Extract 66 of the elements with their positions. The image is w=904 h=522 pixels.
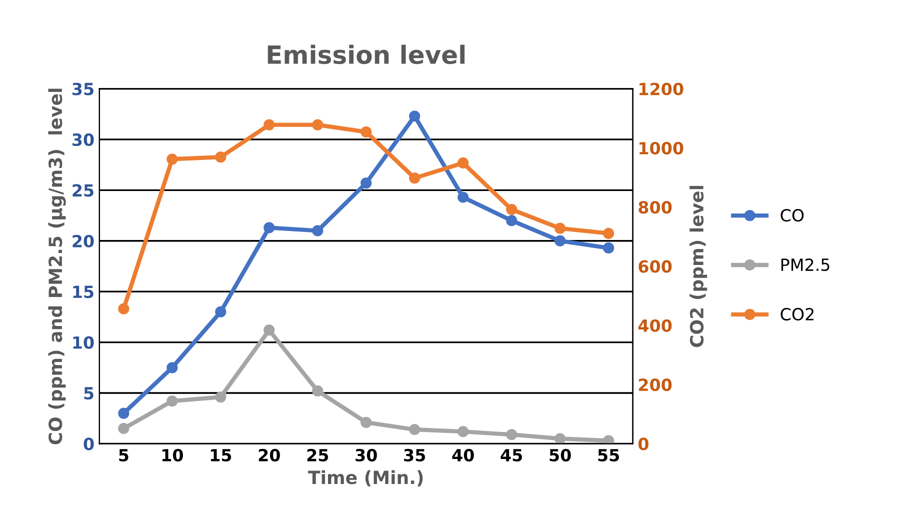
point bbox=[360, 126, 372, 138]
point bbox=[215, 306, 226, 318]
point bbox=[506, 429, 518, 440]
y-tick-label: 30 bbox=[72, 133, 94, 146]
point bbox=[166, 362, 178, 374]
y-tick-label: 10 bbox=[73, 336, 94, 349]
point bbox=[409, 110, 420, 122]
y-axis-title: CO (ppm) and PM2.5 (µg/m3) level bbox=[48, 88, 66, 444]
x-tick-label: 15 bbox=[210, 449, 232, 462]
point bbox=[409, 172, 420, 184]
x-tick-label: 10 bbox=[162, 448, 183, 462]
chart-title: Emission level bbox=[268, 44, 465, 64]
y-tick-label: 20 bbox=[72, 234, 94, 248]
point bbox=[506, 204, 518, 215]
point bbox=[360, 178, 372, 189]
point bbox=[264, 119, 275, 130]
x-tick-label: 5 bbox=[119, 449, 128, 462]
point bbox=[215, 152, 226, 163]
x-tick-label: 40 bbox=[452, 448, 474, 462]
point bbox=[603, 435, 614, 444]
x-tick-label: 55 bbox=[598, 449, 619, 462]
y2-tick-label: 400 bbox=[638, 319, 672, 332]
legend-label: CO2 bbox=[780, 308, 814, 321]
point bbox=[264, 324, 275, 336]
point bbox=[554, 222, 566, 234]
point bbox=[215, 391, 226, 403]
point bbox=[506, 215, 518, 226]
x-tick-label: 25 bbox=[307, 448, 328, 462]
legend-label: PM2.5 bbox=[781, 258, 830, 272]
point bbox=[264, 222, 275, 234]
point bbox=[360, 416, 372, 428]
point bbox=[554, 433, 566, 444]
y2-tick-label: 600 bbox=[638, 260, 672, 273]
y-tick-label: 5 bbox=[84, 387, 94, 400]
point bbox=[554, 235, 566, 246]
point bbox=[118, 408, 130, 419]
point bbox=[118, 303, 130, 314]
legend-label: CO bbox=[780, 208, 804, 222]
y-tick-label: 25 bbox=[72, 184, 94, 197]
point bbox=[458, 157, 469, 169]
y2-tick-label: 800 bbox=[638, 201, 672, 214]
y2-tick-label: 1000 bbox=[640, 142, 684, 154]
y-tick-label: 35 bbox=[72, 82, 94, 96]
x-tick-label: 35 bbox=[404, 448, 426, 462]
point bbox=[312, 119, 324, 130]
y-tick-label: 0 bbox=[84, 438, 94, 450]
point bbox=[458, 426, 469, 438]
x-tick-label: 30 bbox=[356, 448, 377, 462]
point bbox=[603, 228, 614, 239]
y2-axis-title: CO2 (ppm) level bbox=[690, 186, 708, 348]
point bbox=[312, 225, 324, 236]
point bbox=[166, 396, 178, 407]
point bbox=[312, 385, 324, 397]
y2-tick-label: 0 bbox=[638, 438, 648, 450]
x-axis-title: Time (Min.) bbox=[308, 470, 423, 486]
point bbox=[409, 424, 420, 436]
point bbox=[458, 192, 469, 203]
x-tick-label: 50 bbox=[550, 448, 571, 462]
point bbox=[603, 242, 614, 254]
y2-tick-label: 200 bbox=[638, 378, 672, 392]
y-tick-label: 15 bbox=[73, 286, 94, 298]
point bbox=[166, 154, 178, 165]
point bbox=[118, 422, 130, 434]
y2-tick-label: 1200 bbox=[640, 82, 684, 96]
x-tick-label: 45 bbox=[500, 449, 522, 462]
x-tick-label: 20 bbox=[258, 448, 280, 462]
